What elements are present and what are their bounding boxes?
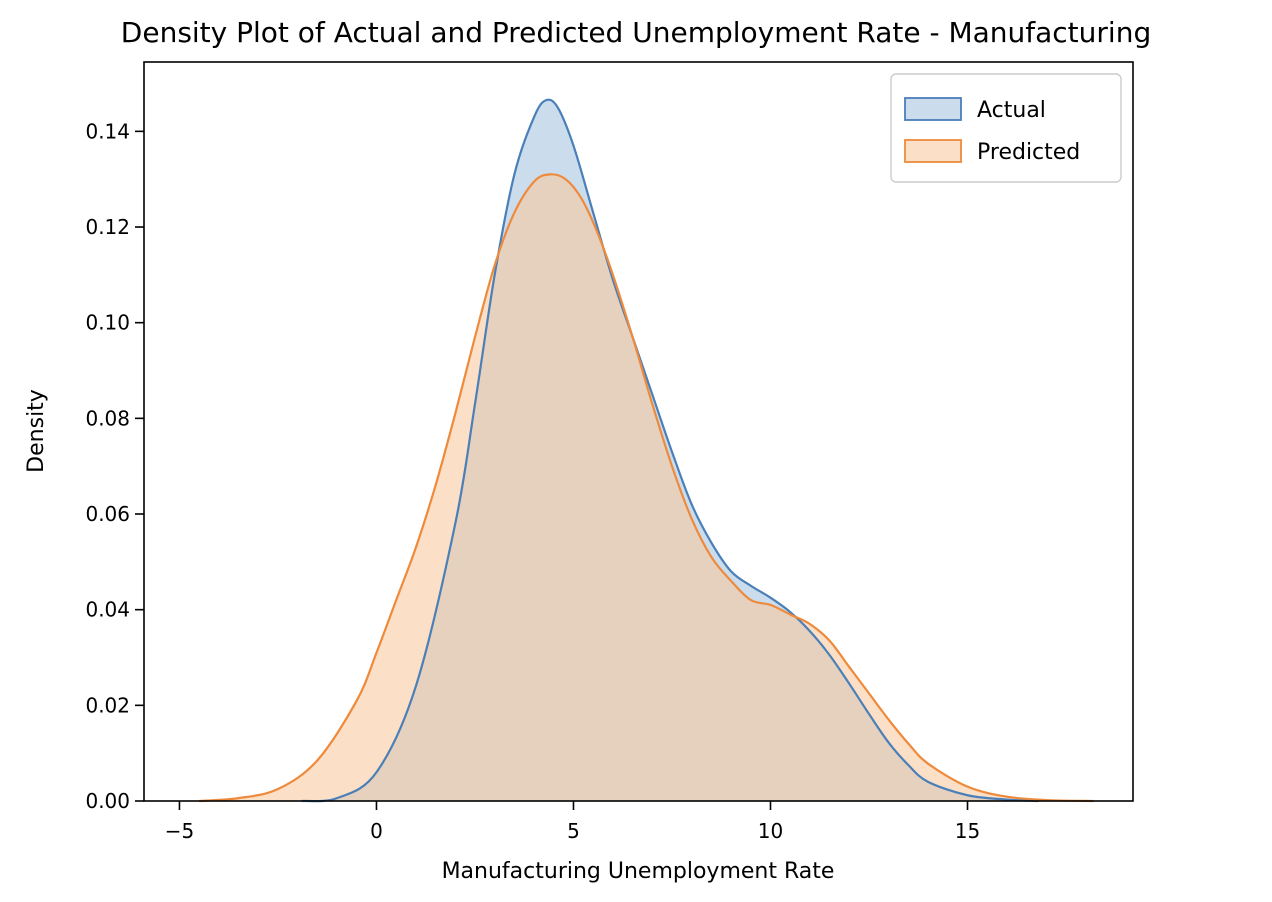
legend-swatch-actual bbox=[904, 97, 962, 121]
y-tick-label: 0.12 bbox=[85, 215, 130, 239]
x-tick-label: 5 bbox=[567, 819, 580, 843]
y-axis-label: Density bbox=[24, 389, 49, 473]
legend-label-actual: Actual bbox=[977, 98, 1046, 123]
y-tick-label: 0.08 bbox=[85, 406, 130, 430]
y-axis-ticks: 0.00 0.02 0.04 0.06 0.08 0.10 0.12 0.14 bbox=[85, 119, 144, 813]
y-tick-label: 0.14 bbox=[85, 119, 130, 143]
plot-frame bbox=[143, 61, 1134, 802]
x-axis-label: Manufacturing Unemployment Rate bbox=[442, 859, 835, 884]
chart-title: Density Plot of Actual and Predicted Une… bbox=[121, 16, 1151, 49]
y-tick-label: 0.02 bbox=[85, 693, 130, 717]
legend: Actual Predicted bbox=[890, 73, 1122, 183]
y-tick-label: 0.06 bbox=[85, 502, 130, 526]
x-axis-ticks: −5 0 5 10 15 bbox=[165, 801, 980, 843]
x-tick-label: 10 bbox=[758, 819, 783, 843]
series-predicted-line bbox=[199, 173, 1094, 803]
x-tick-label: 0 bbox=[370, 819, 383, 843]
series-predicted-fill bbox=[199, 174, 1094, 801]
y-tick-label: 0.04 bbox=[85, 598, 130, 622]
legend-swatch-predicted bbox=[904, 139, 962, 163]
legend-box bbox=[890, 73, 1122, 183]
y-tick-label: 0.00 bbox=[85, 789, 130, 813]
y-tick-label: 0.10 bbox=[85, 311, 130, 335]
series-actual-line bbox=[301, 98, 1039, 803]
legend-label-predicted: Predicted bbox=[977, 140, 1080, 165]
series-layer bbox=[199, 98, 1094, 803]
x-tick-label: 15 bbox=[955, 819, 980, 843]
x-tick-label: −5 bbox=[165, 819, 194, 843]
